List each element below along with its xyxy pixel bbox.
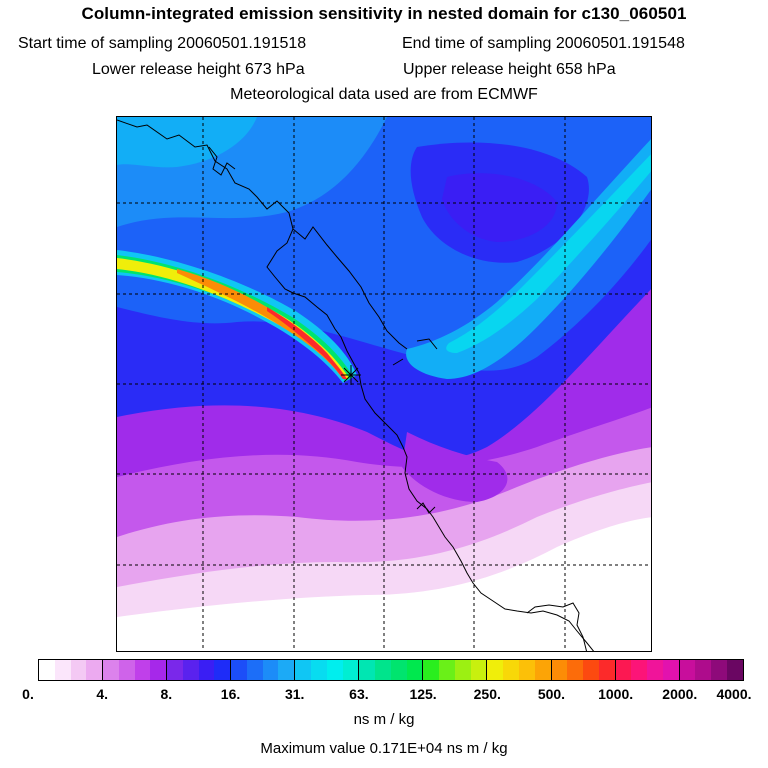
color-scale-tick-label: 0. [22, 686, 34, 702]
color-scale-segment [726, 660, 743, 680]
color-scale-segment [231, 660, 247, 680]
plume-red [267, 307, 347, 379]
border-line [526, 602, 588, 651]
color-scale-segment [39, 660, 55, 680]
sensitivity-map [116, 116, 652, 652]
units-label: ns m / kg [353, 711, 415, 728]
graticule [117, 117, 651, 651]
color-scale-segment [134, 660, 151, 680]
plume-yellow [117, 258, 349, 380]
color-scale-segment [454, 660, 471, 680]
color-scale-tick-label: 4. [96, 686, 109, 702]
color-scale-segment [103, 660, 119, 680]
color-scale-tick-label: 16. [220, 686, 241, 702]
sensitivity-field [117, 117, 651, 651]
color-scale-segment [647, 660, 663, 680]
color-scale-tick-label: 250. [473, 686, 501, 702]
plume-orange [177, 269, 347, 379]
coastline-gulf [292, 226, 408, 350]
field-purple-tongue [402, 432, 508, 502]
color-scale-segment [359, 660, 376, 680]
coastline-inlet [208, 146, 236, 176]
color-scale-segment [439, 660, 455, 680]
color-scale-segment [423, 660, 440, 680]
color-scale-tick-label: 125. [409, 686, 437, 702]
color-scale-segment [86, 660, 104, 680]
map-title: Column-integrated emission sensitivity i… [81, 4, 687, 23]
maximum-value-label: Maximum value 0.171E+04 ns m / kg [260, 740, 508, 757]
color-scale-tick-label: 31. [284, 686, 305, 702]
color-scale-segment [375, 660, 391, 680]
field-sky-blue-northwest [117, 117, 257, 168]
lower-release-height: Lower release height 673 hPa [92, 61, 305, 78]
color-scale-segment [615, 660, 632, 680]
color-scale-segment [711, 660, 727, 680]
meteorological-source: Meteorological data used are from ECMWF [230, 86, 538, 103]
color-scale-segment [679, 660, 696, 680]
color-scale-segment [390, 660, 407, 680]
color-scale-segment [214, 660, 232, 680]
field-white-region [117, 517, 651, 651]
color-scale-segment [503, 660, 519, 680]
color-scale-segment [295, 660, 312, 680]
color-scale-tick-label: 63. [349, 686, 369, 702]
color-scale-segment [631, 660, 648, 680]
color-scale-segment [534, 660, 552, 680]
color-scale-segment [278, 660, 296, 680]
color-scale-segment [470, 660, 488, 680]
color-scale-segment [583, 660, 599, 680]
color-scale-segment [70, 660, 87, 680]
color-scale-segment [54, 660, 71, 680]
sampling-end-time: End time of sampling 20060501.191548 [402, 35, 685, 52]
field-cyan-band-core [446, 154, 651, 353]
color-scale-segment [311, 660, 327, 680]
color-scale-tick-label: 1000. [598, 686, 634, 702]
plume-outer [117, 250, 357, 383]
color-scale-segment [167, 660, 183, 680]
coastline-islands [392, 338, 438, 514]
color-scale-tick-label: 8. [160, 686, 173, 702]
color-scale-segment [551, 660, 568, 680]
color-scale-tick-label: 4000. [716, 686, 752, 702]
color-scale-segment [662, 660, 680, 680]
upper-release-height: Upper release height 658 hPa [403, 61, 616, 78]
sampling-start-time: Start time of sampling 20060501.191518 [18, 35, 307, 52]
color-scale-segment [518, 660, 535, 680]
color-scale-ticks: 0. 4. 8. 16. 31. 63. 125. 250. 500. 1000. 2000. 400… [0, 686, 768, 706]
color-scale-segment [118, 660, 135, 680]
color-scale-segment [198, 660, 215, 680]
color-scale-segment [150, 660, 168, 680]
color-scale-segment [598, 660, 616, 680]
color-scale-bar [38, 659, 744, 681]
color-scale-segment [182, 660, 199, 680]
color-scale-segment [246, 660, 263, 680]
field-dark-blue-patch [442, 173, 557, 242]
color-scale-tick-label: 500. [537, 686, 566, 702]
color-scale-segment [342, 660, 360, 680]
color-scale-segment [487, 660, 504, 680]
color-scale-segment [262, 660, 279, 680]
release-point-marker [341, 365, 361, 385]
color-scale-segment [406, 660, 424, 680]
color-scale-segment [326, 660, 343, 680]
field-light-blue-band [406, 139, 651, 379]
color-scale-segment [695, 660, 712, 680]
coastline [117, 119, 595, 651]
color-scale-tick-label: 2000. [662, 686, 698, 702]
color-scale-segment [567, 660, 584, 680]
